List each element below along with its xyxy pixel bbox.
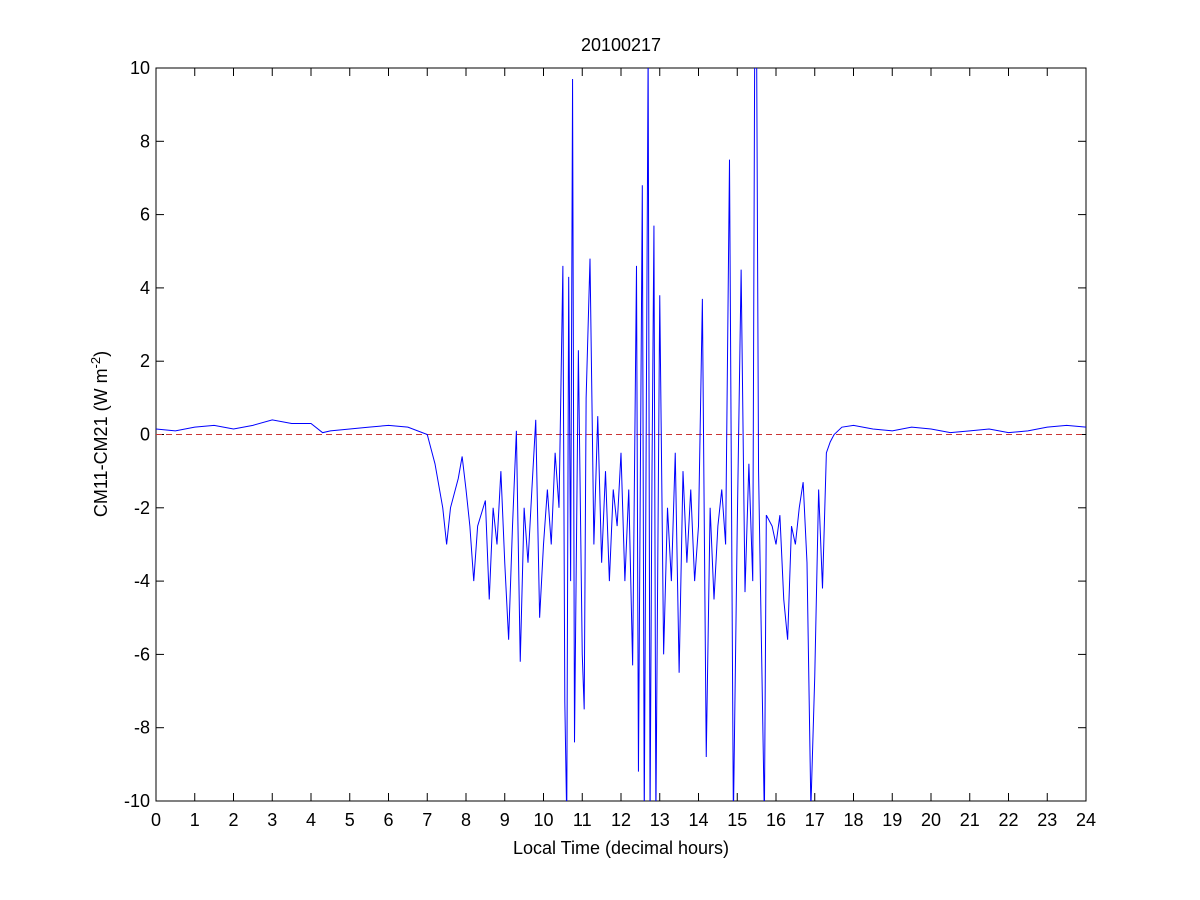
x-tick-label: 22 [998, 810, 1018, 830]
x-tick-label: 15 [727, 810, 747, 830]
x-tick-label: 7 [422, 810, 432, 830]
x-tick-label: 11 [573, 810, 592, 830]
x-tick-label: 19 [882, 810, 902, 830]
x-tick-label: 20 [921, 810, 941, 830]
y-tick-label: -2 [134, 498, 150, 518]
x-tick-label: 24 [1076, 810, 1096, 830]
x-tick-label: 6 [383, 810, 393, 830]
x-tick-label: 21 [960, 810, 980, 830]
y-tick-label: -6 [134, 644, 150, 664]
y-tick-label: -4 [134, 571, 150, 591]
y-tick-label: 0 [140, 425, 150, 445]
x-tick-label: 10 [533, 810, 553, 830]
x-axis-label: Local Time (decimal hours) [513, 838, 729, 858]
x-tick-label: 14 [688, 810, 708, 830]
plot-area [156, 68, 1086, 801]
y-tick-label: 4 [140, 278, 150, 298]
x-tick-label: 16 [766, 810, 786, 830]
x-tick-label: 1 [190, 810, 200, 830]
x-tick-label: 17 [805, 810, 825, 830]
x-tick-label: 12 [611, 810, 631, 830]
y-label-exponent: -2 [88, 357, 103, 369]
x-tick-label: 13 [650, 810, 670, 830]
x-tick-label: 3 [267, 810, 277, 830]
y-tick-label: -10 [124, 791, 150, 811]
x-tick-label: 0 [151, 810, 161, 830]
y-tick-label: 6 [140, 205, 150, 225]
x-tick-label: 8 [461, 810, 471, 830]
y-tick-label: -8 [134, 718, 150, 738]
y-tick-label: 10 [130, 58, 150, 78]
x-tick-label: 2 [228, 810, 238, 830]
data-line [156, 68, 1086, 801]
y-tick-label: 2 [140, 351, 150, 371]
x-tick-label: 18 [843, 810, 863, 830]
x-tick-label: 4 [306, 810, 316, 830]
y-axis-label: CM11-CM21 (W m-2) [88, 351, 111, 517]
x-tick-label: 5 [345, 810, 355, 830]
x-tick-label: 9 [500, 810, 510, 830]
x-tick-label: 23 [1037, 810, 1057, 830]
chart-title: 20100217 [581, 35, 661, 55]
y-label-suffix: ) [91, 351, 111, 357]
y-label-text: CM11-CM21 (W m [91, 368, 111, 517]
y-tick-label: 8 [140, 131, 150, 151]
